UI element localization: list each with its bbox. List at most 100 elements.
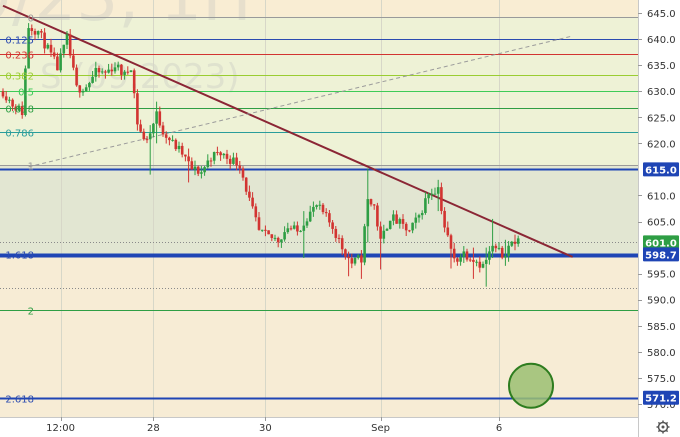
time-tick-label: Sep (371, 423, 390, 434)
candle-body (433, 193, 437, 195)
time-axis[interactable]: 12:00 28 30 Sep 6 (46, 417, 502, 434)
price-tick-label: 630.0 (647, 87, 676, 98)
candle (155, 101, 158, 144)
candle (395, 210, 398, 224)
candle (337, 234, 341, 244)
trendlines[interactable] (2, 4, 574, 258)
fibonacci-levels[interactable] (0, 17, 638, 400)
price-badge-label: 615.0 (645, 165, 677, 176)
bg-zone-fib (0, 16, 638, 166)
bg-zone-low (0, 165, 638, 255)
candle-body (424, 198, 427, 213)
candle-body (177, 145, 181, 150)
candle-body (65, 34, 69, 45)
candle-body (513, 241, 517, 244)
candle (136, 89, 139, 131)
candle (286, 222, 290, 234)
candle-body (158, 111, 162, 126)
candle (379, 221, 382, 270)
candle-body (360, 255, 363, 263)
candle (436, 179, 440, 212)
candle (292, 221, 296, 230)
candle-body (369, 199, 373, 205)
candle-body (244, 177, 248, 192)
candle-body (142, 131, 146, 140)
price-tick-label: 635.0 (647, 61, 676, 72)
candle-body (398, 219, 402, 224)
fib-label-2: 2 (28, 307, 34, 318)
annotation-markers[interactable] (508, 362, 554, 409)
candle (43, 28, 46, 54)
price-tick-label: 610.0 (647, 191, 676, 202)
candle (408, 229, 411, 233)
candle-body (500, 247, 504, 258)
candle-body (100, 71, 104, 73)
candle (465, 248, 469, 262)
candle (363, 223, 366, 266)
fib-label-0.786: 0.786 (5, 129, 34, 140)
candle (235, 152, 238, 171)
gear-icon-tooth (657, 421, 661, 425)
candle-body (4, 96, 8, 101)
candle (411, 222, 414, 234)
candle (283, 226, 286, 242)
candle (433, 187, 437, 195)
gear-icon-tooth (665, 421, 669, 425)
candle-body (56, 56, 59, 71)
price-badge-571.2: 571.2 (643, 390, 679, 405)
candle-body (196, 166, 200, 174)
candle-body (283, 232, 286, 240)
candle-body (488, 251, 491, 260)
candle (206, 154, 210, 170)
candle (321, 203, 325, 215)
candle-body (222, 153, 226, 156)
candle-body (91, 76, 94, 83)
candle (17, 103, 21, 112)
candle-body (484, 259, 488, 264)
candle-body (49, 44, 53, 53)
candle (241, 166, 245, 181)
price-badge-598.7: 598.7 (643, 247, 679, 262)
candle (110, 63, 114, 76)
price-axis[interactable]: 645.0 640.0 635.0 630.0 625.0 620.0 610.0 605.0… (638, 9, 676, 411)
candle (46, 43, 50, 50)
candle-body (385, 228, 389, 231)
candle (148, 125, 152, 175)
candle (260, 229, 264, 232)
gear-icon-tooth (657, 429, 661, 433)
candle (459, 253, 462, 266)
candle-body (14, 106, 18, 111)
candle (190, 157, 194, 170)
time-tick-label: 28 (147, 423, 160, 434)
candle (1, 88, 5, 99)
candle-body (152, 123, 155, 134)
candle-body (59, 53, 62, 71)
candle-body (440, 187, 443, 211)
candle (113, 62, 117, 74)
candle (65, 30, 69, 49)
candle (315, 204, 318, 210)
gear-icon-tooth (665, 429, 669, 433)
candle (193, 160, 197, 176)
candle (289, 225, 293, 231)
candle (472, 247, 475, 279)
candle-body (382, 230, 386, 239)
candle-body (299, 230, 302, 232)
candle-body (206, 160, 210, 168)
price-badge-box (643, 247, 679, 262)
candle-body (209, 160, 213, 162)
candle-body (507, 245, 510, 257)
candle-body (443, 210, 446, 228)
descending-trendline (2, 4, 574, 258)
candle-body (132, 70, 136, 94)
candle-body (129, 70, 133, 73)
candle (145, 136, 149, 144)
candle (305, 218, 309, 228)
candle-body (462, 251, 466, 257)
candle-body (280, 239, 283, 243)
settings-gear-icon[interactable] (656, 420, 670, 434)
candle-body (494, 245, 498, 249)
